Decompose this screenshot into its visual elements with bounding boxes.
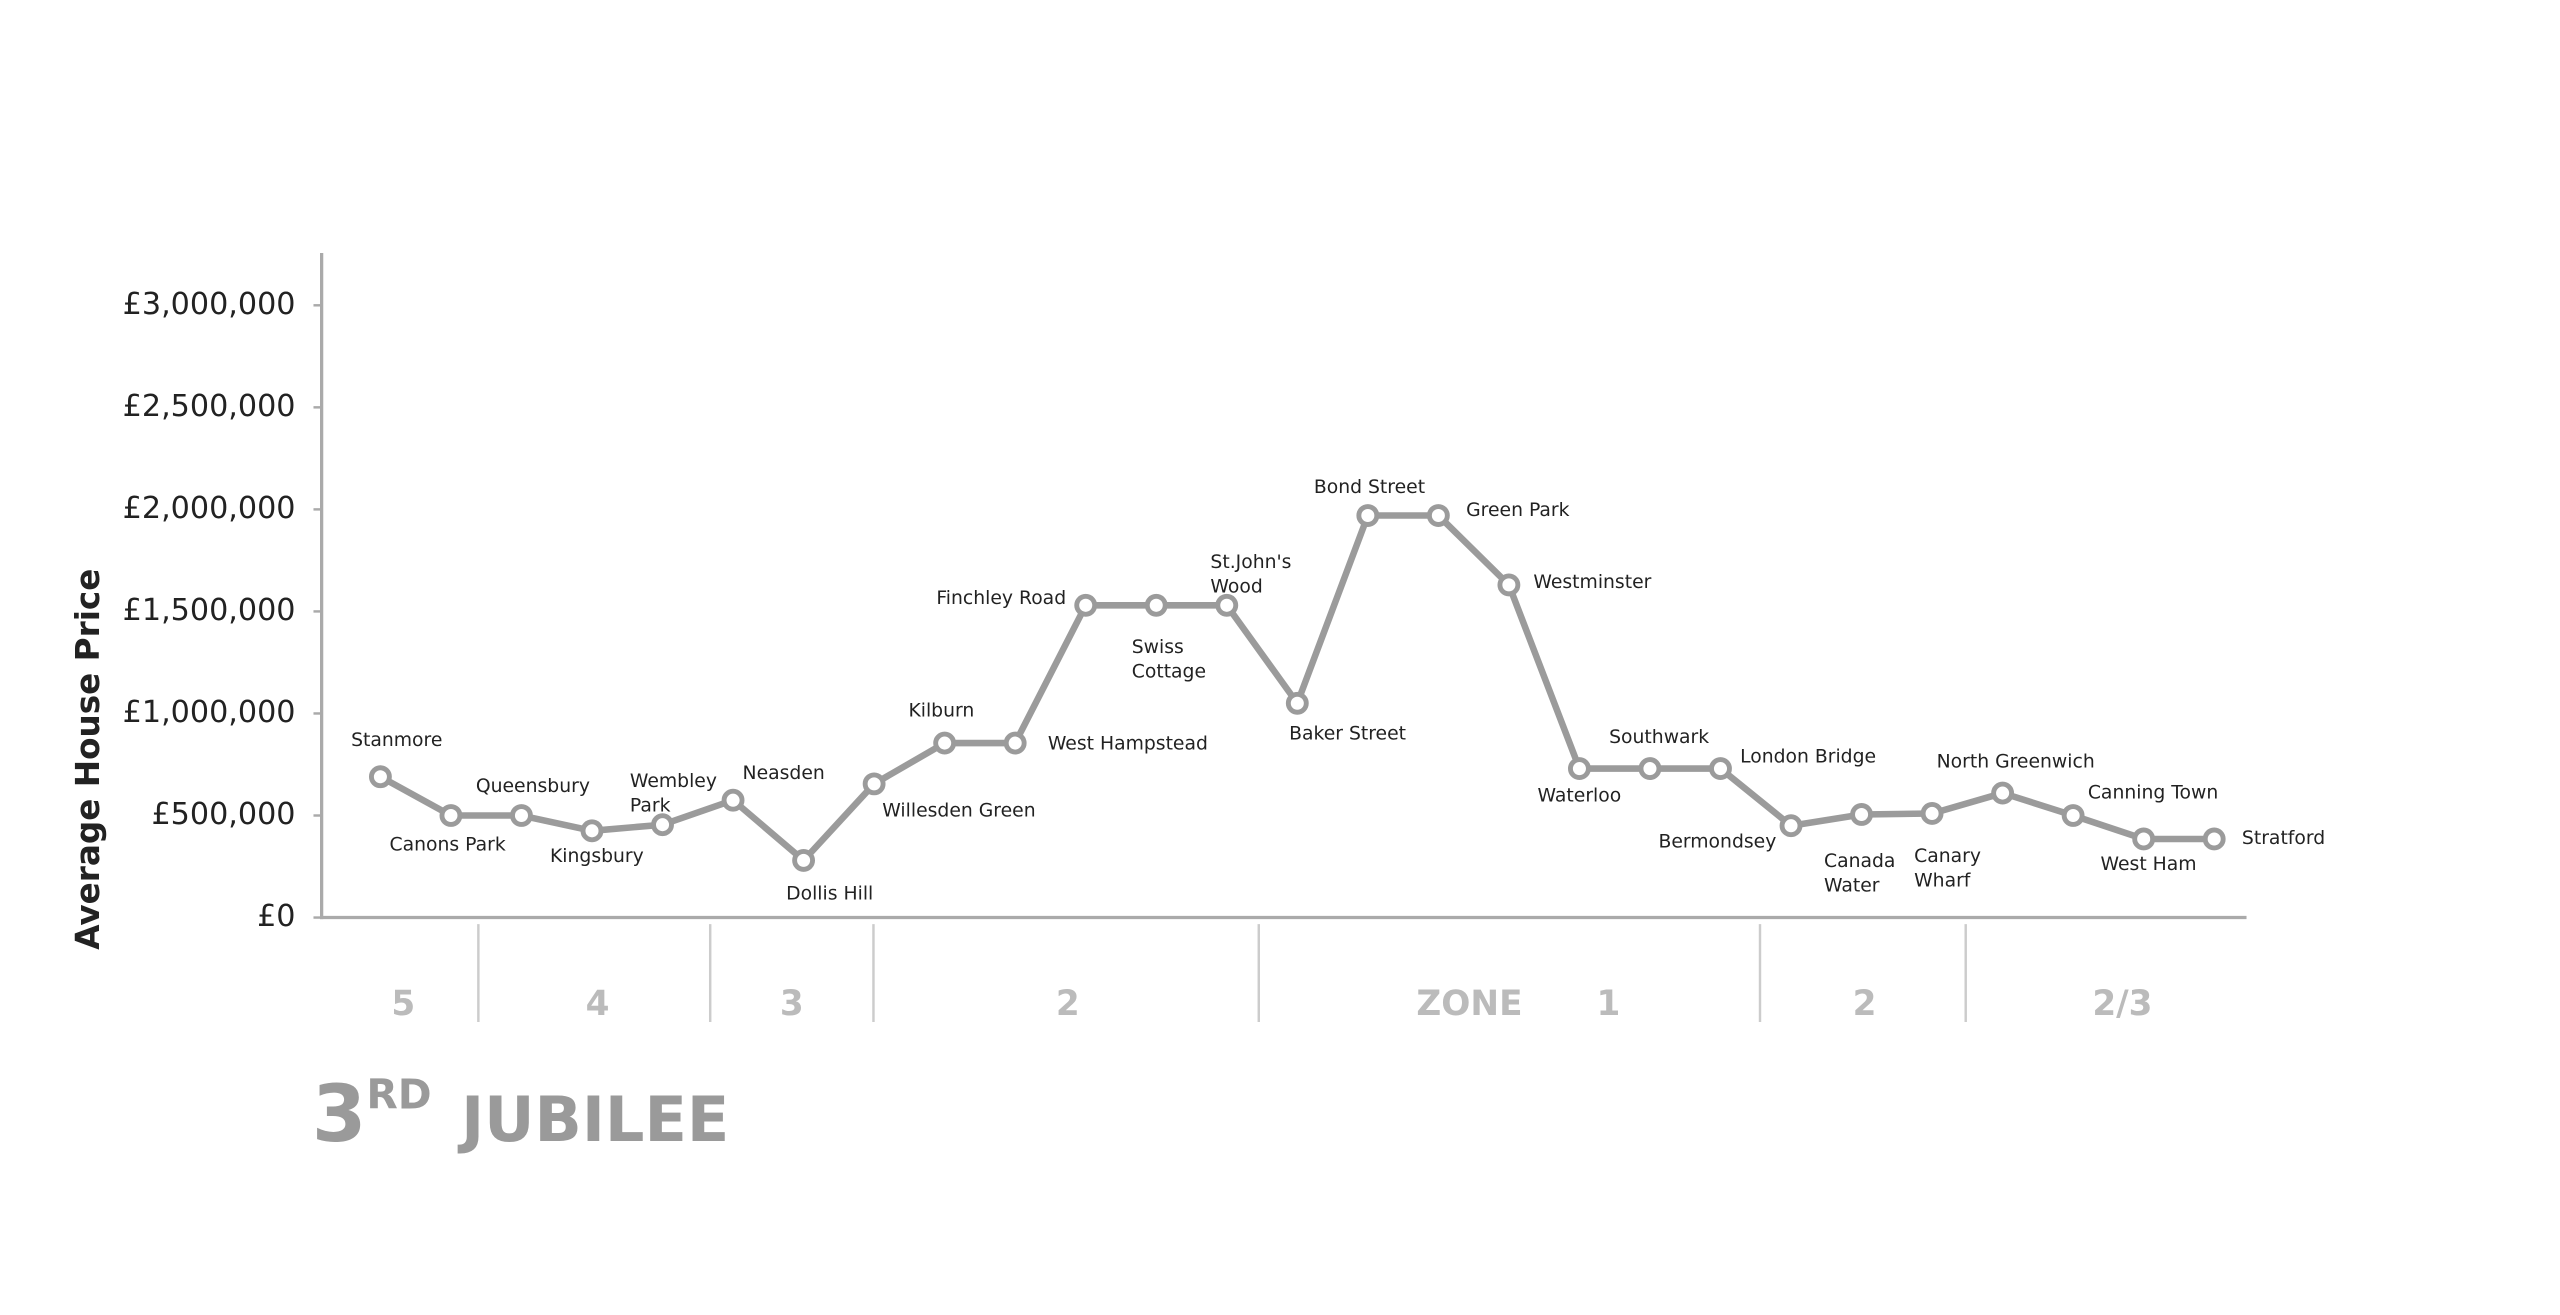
zone-label: 3 [780,984,804,1024]
point [2061,804,2085,827]
station-label: Green Park [1466,497,1570,521]
station-label: Baker Street [1289,721,1407,745]
point [368,765,392,789]
zone-label: 2/3 [2092,984,2152,1024]
point [1356,504,1380,527]
point [1779,814,1803,838]
station-label: West Ham [2100,852,2197,875]
point [2132,827,2156,851]
point [1638,757,1662,780]
point [1003,731,1027,755]
zone-label: 5 [391,984,415,1024]
title: 3RD JUBILEE [312,1069,729,1160]
station-label: Westminster [1533,570,1652,594]
point [1215,593,1239,617]
station-label: Bond Street [1313,474,1426,498]
point [1074,593,1098,617]
point [1850,803,1873,826]
point [1567,757,1591,780]
station-label: Kingsbury [549,843,644,867]
y-tick-label: £1,000,000 [123,695,296,730]
station-label: Wembley Park [629,769,717,817]
y-tick-label: £2,000,000 [123,491,296,526]
station-label: Neasden [742,761,825,784]
y-axis-label: Average House Price [69,569,107,950]
station-label: Finchley Road [936,585,1067,609]
point [1497,573,1521,597]
station-label: St.John's Wood [1210,549,1292,598]
station-label: Canada Water [1823,848,1896,897]
point [580,819,604,843]
station-label: North Greenwich [1936,748,2095,772]
station-label: Kilburn [908,698,975,722]
station-label: Canons Park [389,831,506,855]
station-label: Canary Wharf [1914,844,1981,892]
y-tick-label: £0 [257,899,295,934]
point [439,804,463,827]
station-label: Southwark [1609,724,1710,748]
zone-label: ZONE 1 [1416,984,1620,1024]
zone-label: 4 [586,984,610,1024]
station-label: London Bridge [1740,744,1877,767]
point [1144,593,1168,617]
station-label: West Hampstead [1047,731,1208,755]
station-label: Bermondsey [1658,828,1777,852]
y-tick-label: £2,500,000 [123,389,296,424]
point [1426,504,1450,527]
station-label: Stanmore [351,727,443,751]
point [792,848,816,872]
point [933,731,957,755]
point [721,788,745,812]
point [2202,827,2226,851]
y-tick-label: £500,000 [151,797,295,832]
point [1709,757,1732,780]
point [1285,691,1309,715]
zone-label: 2 [1056,984,1080,1024]
title-suffix: RD [366,1071,432,1119]
station-label: Dollis Hill [786,881,874,905]
station-label: Waterloo [1537,783,1622,807]
station-label: Willesden Green [882,798,1036,822]
station-label: Stratford [2241,825,2326,849]
point [1920,802,1944,825]
y-tick-label: £3,000,000 [123,287,296,322]
y-tick-label: £1,500,000 [123,593,296,628]
point [862,772,886,796]
point [651,813,674,837]
point [510,804,533,827]
station-label: Queensbury [475,773,590,796]
zone-label: 2 [1853,984,1877,1024]
point [1991,781,2015,805]
title-name: JUBILEE [461,1084,730,1156]
station-label: Swiss Cottage [1131,634,1207,683]
station-label: Canning Town [2087,779,2219,803]
title-number: 3 [311,1069,367,1161]
